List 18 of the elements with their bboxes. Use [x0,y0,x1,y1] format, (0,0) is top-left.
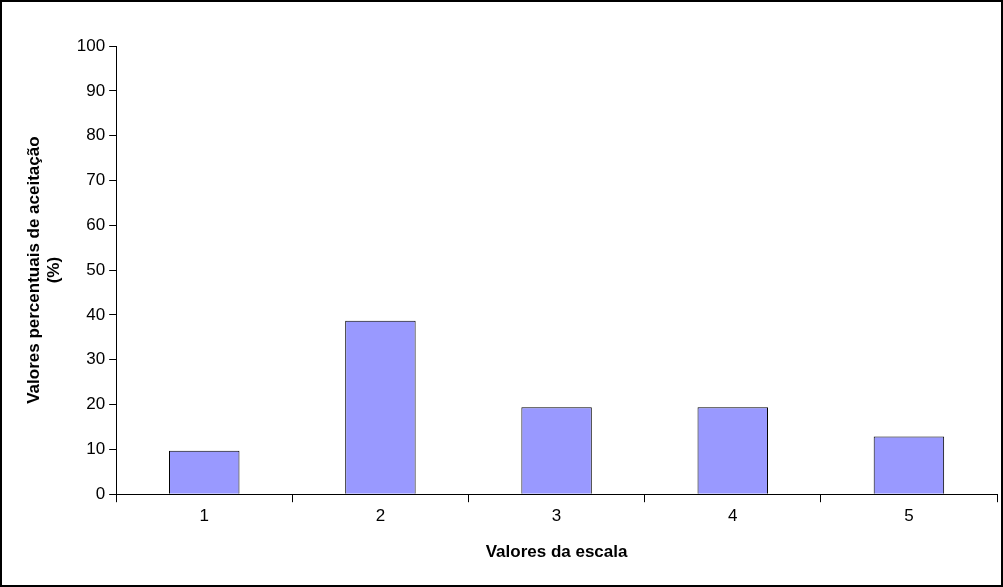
y-tick-label: 100 [76,35,106,55]
x-tick-label: 1 [199,506,209,526]
y-tick-label: 50 [86,259,106,279]
y-tick-label: 60 [86,214,106,234]
y-tick-label: 10 [86,439,106,459]
y-tick-label: 30 [86,349,106,369]
y-tick-label: 90 [86,80,106,100]
x-axis-title: Valores da escala [485,542,629,562]
x-tick-label: 2 [375,506,386,526]
y-tick-label: 20 [86,394,106,414]
y-tick-label: 40 [86,304,106,324]
y-axis-title: Valores percentuais de aceitação (%) [23,136,64,404]
y-tick-label: 70 [86,170,106,190]
y-tick-label: 0 [95,483,106,503]
x-tick-label: 4 [728,506,738,526]
x-tick-label: 5 [904,506,914,526]
y-tick-label: 80 [86,125,106,145]
x-tick-label: 3 [551,506,562,526]
